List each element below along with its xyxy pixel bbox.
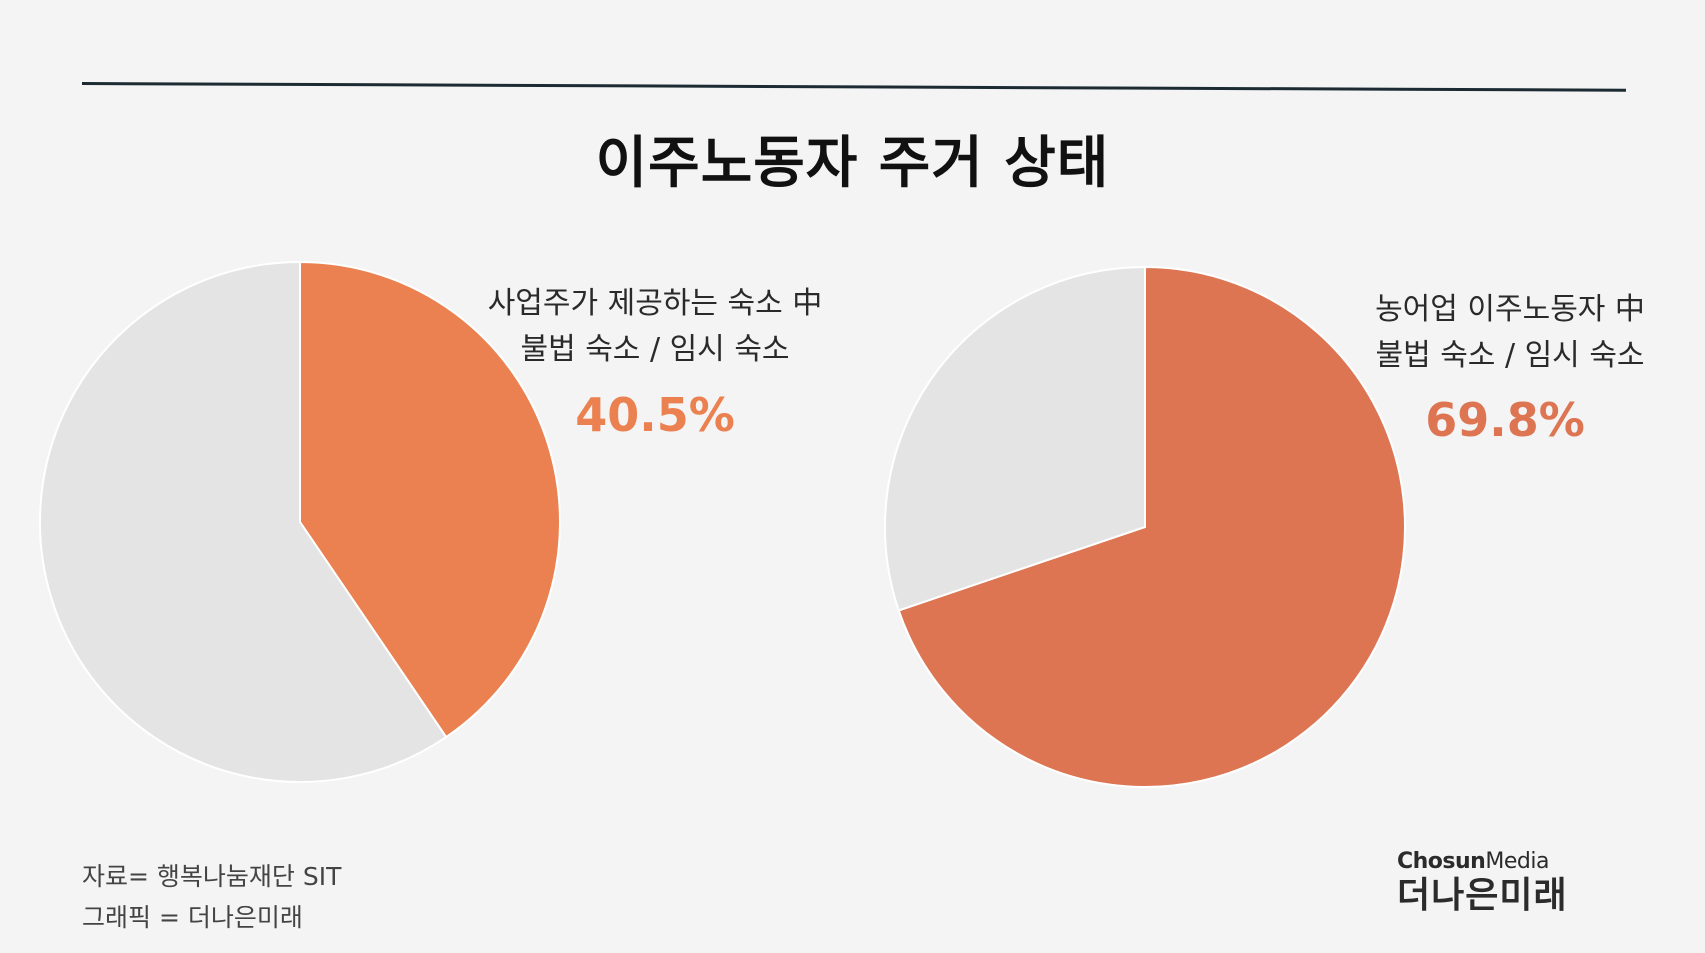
pie-right-label-line1: 농어업 이주노동자 中 (1375, 292, 1645, 327)
pie-left-percent: 40.5% (575, 388, 735, 442)
graphic-credit-line: 그래픽 = 더나은미래 (82, 903, 303, 932)
chart-title: 이주노동자 주거 상태 (595, 131, 1110, 196)
pie-chart-right (884, 265, 1406, 788)
pie-right-percent: 69.8% (1425, 393, 1585, 447)
logo-name: 더나은미래 (1397, 875, 1568, 916)
pie-right-label-line2: 불법 숙소 / 임시 숙소 (1375, 338, 1645, 373)
pie-chart-left (39, 260, 561, 783)
pie-left-label-line1: 사업주가 제공하는 숙소 中 (487, 286, 823, 321)
source-credits: 자료= 행복나눔재단 SIT 그래픽 = 더나은미래 (82, 856, 341, 938)
logo-brand-bold: Chosun (1397, 849, 1486, 874)
pie-right-slice-rest (884, 265, 1146, 612)
pie-left-slice-rest (39, 260, 448, 783)
pie-right-label: 농어업 이주노동자 中 불법 숙소 / 임시 숙소 (1340, 287, 1680, 379)
pie-left-slice-highlight (299, 260, 561, 739)
pie-left-label-line2: 불법 숙소 / 임시 숙소 (520, 332, 790, 367)
chosunmedia-logo: ChosunMedia 더나은미래 (1397, 850, 1637, 920)
logo-brand: ChosunMedia (1397, 850, 1637, 874)
pie-left-label: 사업주가 제공하는 숙소 中 불법 숙소 / 임시 숙소 (470, 281, 840, 373)
source-line: 자료= 행복나눔재단 SIT (82, 862, 342, 891)
pie-right-slice-highlight (897, 265, 1406, 788)
logo-brand-light: Media (1485, 849, 1549, 874)
